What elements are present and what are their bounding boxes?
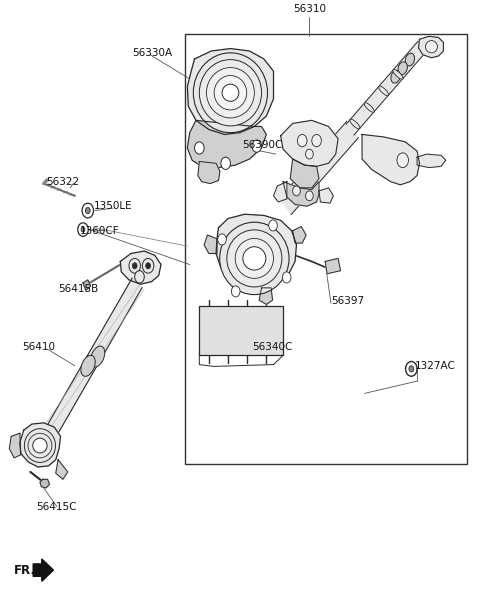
- Text: 56390C: 56390C: [242, 140, 283, 150]
- Circle shape: [231, 286, 240, 297]
- Circle shape: [221, 157, 230, 170]
- Ellipse shape: [24, 429, 56, 462]
- Circle shape: [397, 153, 408, 168]
- Polygon shape: [325, 258, 340, 274]
- Text: 1327AC: 1327AC: [415, 361, 456, 371]
- Polygon shape: [44, 278, 142, 441]
- Ellipse shape: [222, 84, 239, 101]
- Polygon shape: [319, 188, 333, 203]
- Ellipse shape: [214, 76, 247, 110]
- Ellipse shape: [398, 62, 408, 74]
- Circle shape: [78, 223, 88, 236]
- Circle shape: [282, 272, 291, 283]
- Polygon shape: [187, 121, 266, 168]
- Polygon shape: [346, 41, 426, 135]
- Circle shape: [298, 135, 307, 147]
- Ellipse shape: [364, 103, 374, 113]
- Polygon shape: [283, 181, 319, 206]
- Ellipse shape: [235, 239, 274, 279]
- Circle shape: [269, 220, 277, 231]
- Circle shape: [146, 263, 151, 269]
- Polygon shape: [362, 135, 420, 184]
- Text: 56410: 56410: [22, 343, 55, 352]
- Polygon shape: [33, 559, 53, 581]
- Polygon shape: [40, 479, 49, 488]
- Ellipse shape: [243, 247, 266, 270]
- Ellipse shape: [33, 438, 47, 453]
- Bar: [199, 306, 283, 355]
- Text: FR.: FR.: [14, 563, 36, 577]
- Polygon shape: [293, 226, 306, 243]
- Circle shape: [306, 149, 313, 159]
- Ellipse shape: [81, 355, 95, 376]
- Polygon shape: [187, 49, 274, 135]
- Ellipse shape: [28, 434, 52, 458]
- Polygon shape: [120, 251, 161, 284]
- Circle shape: [129, 258, 141, 273]
- Polygon shape: [216, 214, 297, 288]
- Ellipse shape: [220, 222, 289, 295]
- Ellipse shape: [350, 119, 360, 129]
- Circle shape: [293, 186, 300, 196]
- Text: 1360CF: 1360CF: [80, 226, 120, 236]
- Circle shape: [135, 271, 144, 283]
- Polygon shape: [56, 459, 68, 479]
- Ellipse shape: [391, 70, 400, 83]
- Circle shape: [81, 227, 85, 232]
- Polygon shape: [274, 181, 287, 202]
- Ellipse shape: [227, 230, 282, 287]
- Text: 1350LE: 1350LE: [94, 201, 132, 212]
- Ellipse shape: [425, 41, 437, 53]
- Polygon shape: [20, 423, 60, 467]
- Text: 56340C: 56340C: [252, 343, 292, 352]
- Text: 56415C: 56415C: [36, 502, 77, 512]
- Circle shape: [194, 142, 204, 154]
- Polygon shape: [83, 280, 91, 290]
- Circle shape: [409, 366, 414, 372]
- Ellipse shape: [206, 68, 254, 118]
- Text: 56415B: 56415B: [58, 284, 98, 294]
- Circle shape: [132, 263, 137, 269]
- Text: 56310: 56310: [293, 4, 326, 14]
- Circle shape: [306, 191, 313, 200]
- Circle shape: [406, 362, 417, 376]
- Polygon shape: [280, 121, 358, 215]
- Polygon shape: [281, 121, 338, 167]
- Polygon shape: [9, 434, 21, 458]
- Text: 56397: 56397: [331, 296, 364, 306]
- Circle shape: [312, 135, 322, 147]
- Polygon shape: [198, 162, 220, 183]
- Ellipse shape: [193, 53, 267, 133]
- Circle shape: [252, 140, 262, 153]
- Polygon shape: [417, 154, 446, 168]
- Polygon shape: [259, 288, 273, 304]
- Circle shape: [218, 234, 227, 245]
- Circle shape: [143, 258, 154, 273]
- Bar: [185, 34, 468, 464]
- Circle shape: [85, 207, 90, 213]
- Polygon shape: [419, 36, 444, 58]
- Ellipse shape: [393, 69, 403, 79]
- Ellipse shape: [90, 346, 105, 367]
- Ellipse shape: [379, 86, 389, 96]
- Circle shape: [82, 203, 94, 218]
- Polygon shape: [204, 235, 217, 253]
- Text: 56330A: 56330A: [132, 48, 172, 58]
- Ellipse shape: [405, 54, 415, 66]
- Text: 56322: 56322: [46, 177, 79, 187]
- Polygon shape: [290, 159, 319, 188]
- Ellipse shape: [199, 60, 262, 126]
